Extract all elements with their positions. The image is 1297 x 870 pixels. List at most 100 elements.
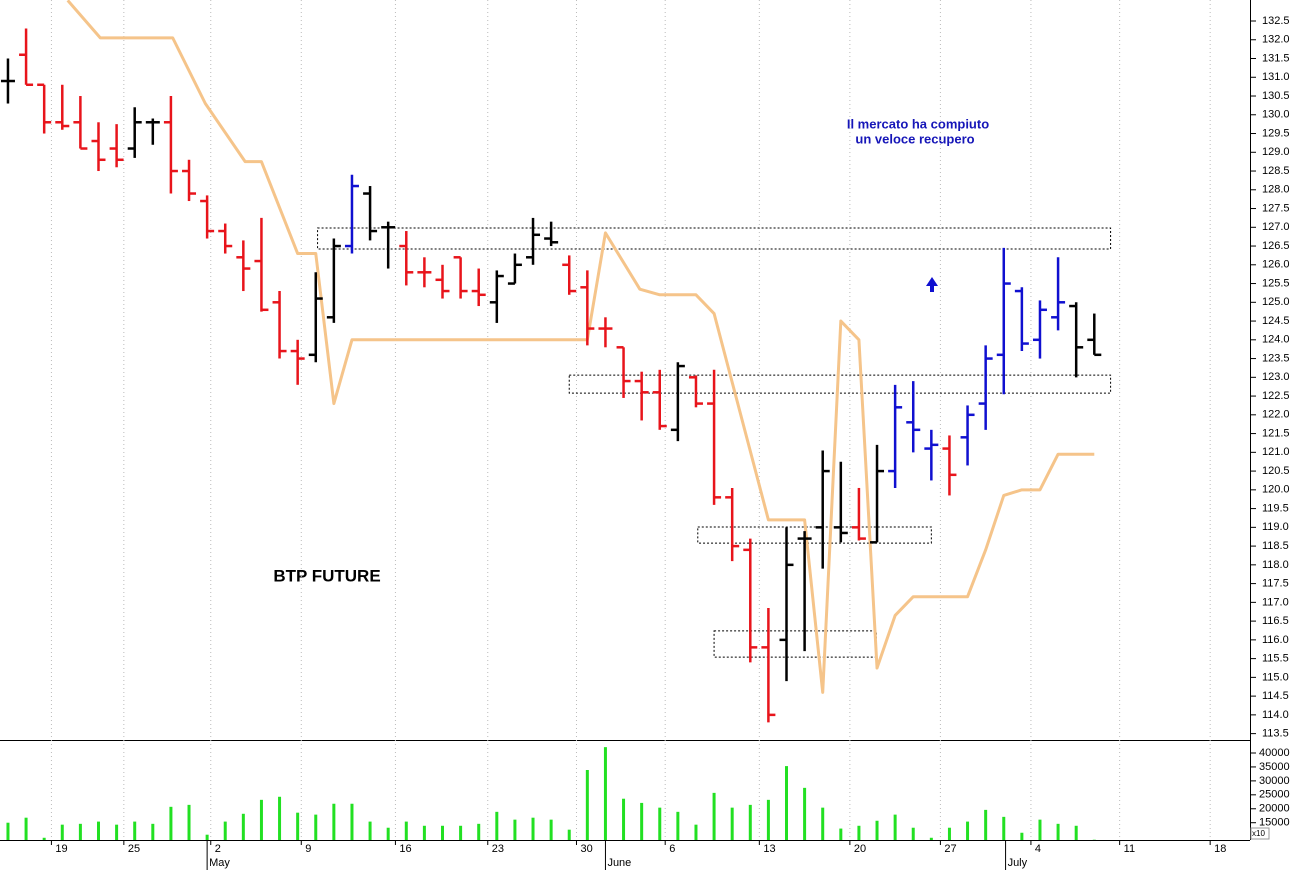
frame <box>0 0 1251 841</box>
y-tick-label: 122.5 <box>1262 390 1290 402</box>
x-tick-label: 4 <box>1035 843 1041 855</box>
volume-bar <box>495 811 499 840</box>
y-tick-label: 130.0 <box>1262 109 1290 121</box>
volume-bar <box>259 799 263 840</box>
volume-bar <box>1056 823 1060 840</box>
volume-bar <box>1002 816 1006 840</box>
y-tick-label: 113.5 <box>1262 728 1289 740</box>
zone <box>697 526 932 544</box>
y-tick-label: 125.5 <box>1262 277 1290 289</box>
volume-bar <box>549 819 553 840</box>
x-tick-label: 27 <box>944 843 956 855</box>
y-tick-label: 115.5 <box>1262 653 1289 665</box>
volume-bar <box>676 811 680 840</box>
volume-bar <box>839 828 843 840</box>
volume-bar <box>42 837 46 840</box>
volume-bar <box>78 823 82 840</box>
month-label: May <box>209 857 230 869</box>
y-tick-label: 129.0 <box>1262 146 1290 158</box>
volume-bar <box>422 825 426 840</box>
y-tick-label: 123.5 <box>1262 352 1290 364</box>
y-tick-label: 40000 <box>1259 747 1290 759</box>
month-label: June <box>607 857 631 869</box>
volume-bar <box>712 792 716 840</box>
volume-bar <box>169 806 173 840</box>
volume-bar <box>187 804 191 840</box>
volume-bar <box>929 837 933 840</box>
y-tick-label: 118.5 <box>1262 540 1289 552</box>
y-tick-label: 114.0 <box>1262 709 1289 721</box>
volume-bar <box>966 821 970 840</box>
volume-bar <box>477 823 481 840</box>
y-tick-label: 131.5 <box>1262 52 1290 64</box>
volume-bar <box>386 827 390 840</box>
x-tick-label: 25 <box>128 843 140 855</box>
y-tick-label: 130.5 <box>1262 90 1290 102</box>
volume-bar <box>585 770 589 840</box>
zone <box>568 374 1112 394</box>
y-tick-label: 118.0 <box>1262 559 1289 571</box>
y-tick-label: 115.0 <box>1262 671 1289 683</box>
volume-bar <box>694 824 698 840</box>
y-tick-label: 127.0 <box>1262 221 1290 233</box>
y-tick-label: 122.0 <box>1262 409 1290 421</box>
volume-bar <box>567 829 571 840</box>
y-tick-label: 127.5 <box>1262 202 1290 214</box>
annotation: Il mercato ha compiuto <box>847 116 989 131</box>
volume-bar <box>350 803 354 840</box>
x-tick-label: 6 <box>669 843 675 855</box>
volume-bar <box>531 817 535 840</box>
y-tick-label: 117.0 <box>1262 596 1289 608</box>
volume-bar <box>151 823 155 840</box>
volume-bar <box>513 819 517 840</box>
y-tick-label: 120.0 <box>1262 484 1290 496</box>
volume-bar <box>893 814 897 840</box>
volume-bar <box>857 825 861 840</box>
y-tick-label: 119.5 <box>1262 502 1289 514</box>
volume-bar <box>115 824 119 840</box>
y-tick-label: 120.5 <box>1262 465 1290 477</box>
y-tick-label: 121.0 <box>1262 446 1290 458</box>
volume-bar <box>404 821 408 840</box>
volume-bar <box>821 807 825 840</box>
zone <box>713 630 877 658</box>
y-tick-label: 114.5 <box>1262 690 1289 702</box>
zone <box>317 227 1112 250</box>
x-tick-label: 13 <box>763 843 775 855</box>
x-tick-label: 30 <box>580 843 592 855</box>
volume-bar <box>133 821 137 840</box>
volume-bar <box>440 825 444 840</box>
volume-bar <box>984 809 988 840</box>
volume-bar <box>875 820 879 840</box>
volume-bar <box>205 834 209 840</box>
volume-bar <box>368 821 372 840</box>
volume-bar <box>603 747 607 840</box>
unit-box <box>1250 827 1270 840</box>
volume-bar <box>748 804 752 840</box>
x-tick-label: 2 <box>215 843 221 855</box>
volume-bar <box>911 827 915 840</box>
annotation: un veloce recupero <box>855 131 974 146</box>
volume-bar <box>1020 832 1024 840</box>
volume-bar <box>24 817 28 840</box>
y-tick-label: 15000 <box>1259 817 1290 829</box>
volume-bar <box>223 821 227 840</box>
volume-bar <box>1074 825 1078 840</box>
volume-bar <box>947 827 951 840</box>
y-tick-label: 128.5 <box>1262 165 1290 177</box>
y-tick-label: 126.5 <box>1262 240 1290 252</box>
volume-bar <box>96 821 100 840</box>
y-tick-label: 131.0 <box>1262 71 1290 83</box>
y-tick-label: 128.0 <box>1262 184 1290 196</box>
y-tick-label: 117.5 <box>1262 578 1289 590</box>
x-tick-label: 23 <box>492 843 504 855</box>
y-tick-label: 35000 <box>1259 761 1290 773</box>
volume-bar <box>640 802 644 840</box>
y-tick-label: 129.5 <box>1262 127 1290 139</box>
volume-bar <box>785 766 789 840</box>
volume-bar <box>296 812 300 840</box>
y-tick-label: 132.0 <box>1262 34 1290 46</box>
unit-label: x10 <box>1252 829 1265 838</box>
volume-bar <box>766 799 770 840</box>
